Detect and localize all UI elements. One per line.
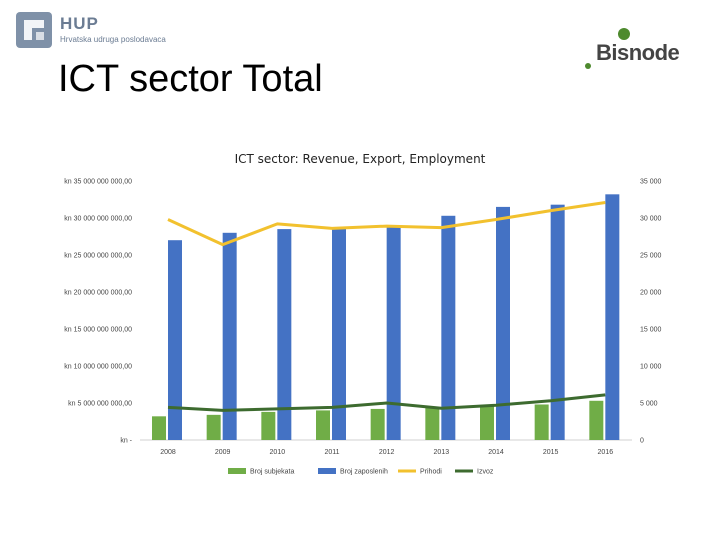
right-axis-tick-label: 35 000 xyxy=(640,179,662,186)
org-name: HUP xyxy=(60,14,99,33)
right-axis-tick-label: 15 000 xyxy=(640,327,662,334)
left-axis-tick-label: kn 25 000 000 000,00 xyxy=(64,253,132,260)
right-axis-tick-label: 20 000 xyxy=(640,290,662,297)
bar-broj-zaposlenih xyxy=(605,194,620,440)
left-axis-tick-label: kn 20 000 000 000,00 xyxy=(64,290,132,297)
legend-label: Broj subjekata xyxy=(250,469,294,476)
left-axis-tick-label: kn 5 000 000 000,00 xyxy=(68,401,132,408)
left-axis-tick-label: kn 10 000 000 000,00 xyxy=(64,364,132,371)
left-axis-tick-label: kn - xyxy=(120,438,132,445)
right-axis-tick-label: 30 000 xyxy=(640,216,662,223)
bar-broj-subjekata xyxy=(534,404,549,440)
bar-broj-zaposlenih xyxy=(222,232,237,440)
x-axis-tick-label: 2013 xyxy=(434,449,450,456)
bar-broj-zaposlenih xyxy=(332,227,346,440)
x-axis-tick-label: 2015 xyxy=(543,449,559,456)
bar-broj-subjekata xyxy=(480,405,494,440)
legend-label: Izvoz xyxy=(477,469,494,476)
line-izvoz xyxy=(167,393,606,412)
x-axis-tick-label: 2016 xyxy=(598,449,614,456)
bar-broj-subjekata xyxy=(589,400,604,440)
left-axis-tick-label: kn 30 000 000 000,00 xyxy=(64,216,132,223)
x-axis-tick-label: 2008 xyxy=(160,449,176,456)
right-axis-tick-label: 0 xyxy=(640,438,644,445)
legend-label: Broj zaposlenih xyxy=(340,469,388,476)
bisnode-logo-icon xyxy=(585,28,630,69)
left-axis-tick-label: kn 15 000 000 000,00 xyxy=(64,327,132,334)
bar-broj-subjekata xyxy=(370,408,385,440)
legend-swatch xyxy=(318,468,336,474)
bar-broj-zaposlenih xyxy=(441,215,456,440)
bar-broj-subjekata xyxy=(425,407,440,440)
x-axis-tick-label: 2010 xyxy=(270,449,286,456)
x-axis-tick-label: 2009 xyxy=(215,449,231,456)
bar-broj-subjekata xyxy=(206,414,221,440)
bar-broj-subjekata xyxy=(261,411,276,440)
chart-title: ICT sector: Revenue, Export, Employment xyxy=(234,152,486,166)
slide-title: ICT sector Total xyxy=(58,58,323,100)
x-axis-tick-label: 2012 xyxy=(379,449,395,456)
right-axis-tick-label: 25 000 xyxy=(640,253,662,260)
partner-name: Bisnode xyxy=(596,40,680,65)
bar-broj-zaposlenih xyxy=(277,229,292,440)
bar-broj-zaposlenih xyxy=(496,206,510,440)
bar-broj-zaposlenih xyxy=(168,240,182,440)
line-prihodi xyxy=(167,201,606,247)
bar-broj-subjekata xyxy=(316,410,330,440)
bar-broj-zaposlenih xyxy=(386,225,401,440)
org-subtitle: Hrvatska udruga poslodavaca xyxy=(60,35,166,44)
x-axis-tick-label: 2011 xyxy=(324,449,339,456)
bar-broj-zaposlenih xyxy=(550,204,565,440)
left-axis-tick-label: kn 35 000 000 000,00 xyxy=(64,179,132,186)
legend-swatch xyxy=(228,468,246,474)
right-axis-tick-label: 10 000 xyxy=(640,364,662,371)
hup-logo-icon xyxy=(16,12,52,48)
right-axis-tick-label: 5 000 xyxy=(640,401,658,408)
bar-broj-subjekata xyxy=(152,416,166,440)
x-axis-tick-label: 2014 xyxy=(488,449,504,456)
legend-label: Prihodi xyxy=(420,469,442,476)
